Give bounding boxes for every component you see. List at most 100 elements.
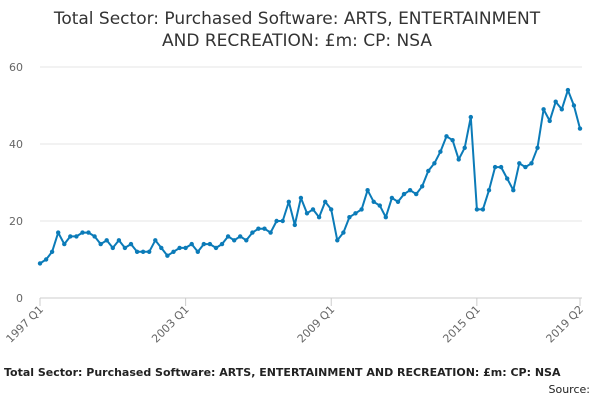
x-tick-label: 2009 Q1 <box>295 303 338 346</box>
data-point[interactable] <box>128 241 134 247</box>
data-point[interactable] <box>183 245 188 251</box>
data-point[interactable] <box>244 238 249 243</box>
data-point[interactable] <box>165 253 170 258</box>
data-point[interactable] <box>389 195 395 201</box>
data-point[interactable] <box>456 157 461 162</box>
data-point[interactable] <box>335 238 340 243</box>
y-axis-ticks: 0 20 40 60 <box>9 61 23 305</box>
series-line <box>37 87 583 266</box>
data-point[interactable] <box>401 191 407 197</box>
data-point[interactable] <box>43 257 49 262</box>
data-point[interactable] <box>577 126 583 131</box>
data-point[interactable] <box>547 118 552 124</box>
data-point[interactable] <box>37 261 43 266</box>
data-point[interactable] <box>462 145 467 150</box>
data-point[interactable] <box>207 241 213 247</box>
data-point[interactable] <box>201 241 206 247</box>
data-point[interactable] <box>553 99 558 104</box>
data-point[interactable] <box>438 149 443 154</box>
data-point[interactable] <box>238 234 243 239</box>
data-point[interactable] <box>498 164 504 170</box>
data-point[interactable] <box>559 107 564 112</box>
data-point[interactable] <box>450 138 455 143</box>
data-point[interactable] <box>219 241 225 247</box>
chart-title-line-1: Total Sector: Purchased Software: ARTS, … <box>53 9 541 29</box>
data-point[interactable] <box>407 188 413 193</box>
data-point[interactable] <box>426 168 431 174</box>
data-point[interactable] <box>353 211 358 216</box>
data-point[interactable] <box>486 188 492 193</box>
data-point[interactable] <box>316 215 322 220</box>
data-point[interactable] <box>80 230 85 235</box>
data-point[interactable] <box>420 184 425 189</box>
data-point[interactable] <box>256 226 261 231</box>
data-point[interactable] <box>371 199 376 204</box>
data-point[interactable] <box>213 245 219 251</box>
data-point[interactable] <box>74 234 79 239</box>
data-point[interactable] <box>153 238 158 243</box>
data-point[interactable] <box>286 199 291 204</box>
data-point[interactable] <box>116 238 122 243</box>
data-point[interactable] <box>310 207 316 212</box>
data-point[interactable] <box>68 234 73 239</box>
data-point[interactable] <box>414 191 419 197</box>
data-point[interactable] <box>529 161 534 166</box>
data-point[interactable] <box>250 230 255 235</box>
data-point[interactable] <box>329 207 334 212</box>
data-point[interactable] <box>195 249 200 254</box>
x-axis-ticks: 1997 Q1 2003 Q1 2009 Q1 2015 Q1 2019 Q2 <box>4 298 587 346</box>
data-point[interactable] <box>274 218 279 224</box>
data-point[interactable] <box>474 207 480 212</box>
data-point[interactable] <box>159 245 164 251</box>
data-point[interactable] <box>62 241 67 247</box>
data-point[interactable] <box>365 188 370 193</box>
data-point[interactable] <box>304 211 310 216</box>
data-point[interactable] <box>341 230 346 235</box>
data-point[interactable] <box>225 234 231 239</box>
data-point[interactable] <box>280 218 285 224</box>
data-point[interactable] <box>104 238 109 243</box>
data-point[interactable] <box>468 114 473 120</box>
y-tick-label: 20 <box>9 215 23 228</box>
data-point[interactable] <box>92 234 97 239</box>
data-point[interactable] <box>177 245 182 251</box>
data-point[interactable] <box>377 203 382 208</box>
data-point[interactable] <box>292 222 297 228</box>
data-point[interactable] <box>480 207 486 212</box>
data-point[interactable] <box>492 164 498 170</box>
data-point[interactable] <box>395 199 401 204</box>
data-point[interactable] <box>147 249 152 254</box>
data-point[interactable] <box>262 226 267 231</box>
data-point[interactable] <box>565 87 571 93</box>
data-point[interactable] <box>517 161 522 166</box>
data-point[interactable] <box>298 195 304 201</box>
data-point[interactable] <box>523 164 528 170</box>
data-point[interactable] <box>444 134 449 139</box>
data-point[interactable] <box>505 176 510 181</box>
data-point[interactable] <box>140 249 146 254</box>
y-tick-label: 60 <box>9 61 23 74</box>
data-point[interactable] <box>323 199 328 204</box>
y-tick-label: 0 <box>16 292 23 305</box>
data-point[interactable] <box>49 249 55 254</box>
data-point[interactable] <box>56 230 61 235</box>
data-point[interactable] <box>571 103 577 108</box>
data-point[interactable] <box>359 207 364 212</box>
data-point[interactable] <box>268 230 273 235</box>
data-point[interactable] <box>134 249 140 254</box>
data-point[interactable] <box>383 215 388 220</box>
data-point[interactable] <box>535 145 540 150</box>
data-point[interactable] <box>86 230 91 235</box>
data-point[interactable] <box>171 249 176 254</box>
data-point[interactable] <box>347 215 352 220</box>
data-point[interactable] <box>122 245 128 251</box>
data-point[interactable] <box>432 161 437 166</box>
data-point[interactable] <box>541 107 546 112</box>
data-point[interactable] <box>232 238 237 243</box>
data-point[interactable] <box>189 241 194 247</box>
data-point[interactable] <box>511 188 516 193</box>
data-point[interactable] <box>98 241 103 247</box>
x-tick-label: 2019 Q2 <box>544 303 587 346</box>
data-point[interactable] <box>110 245 116 251</box>
